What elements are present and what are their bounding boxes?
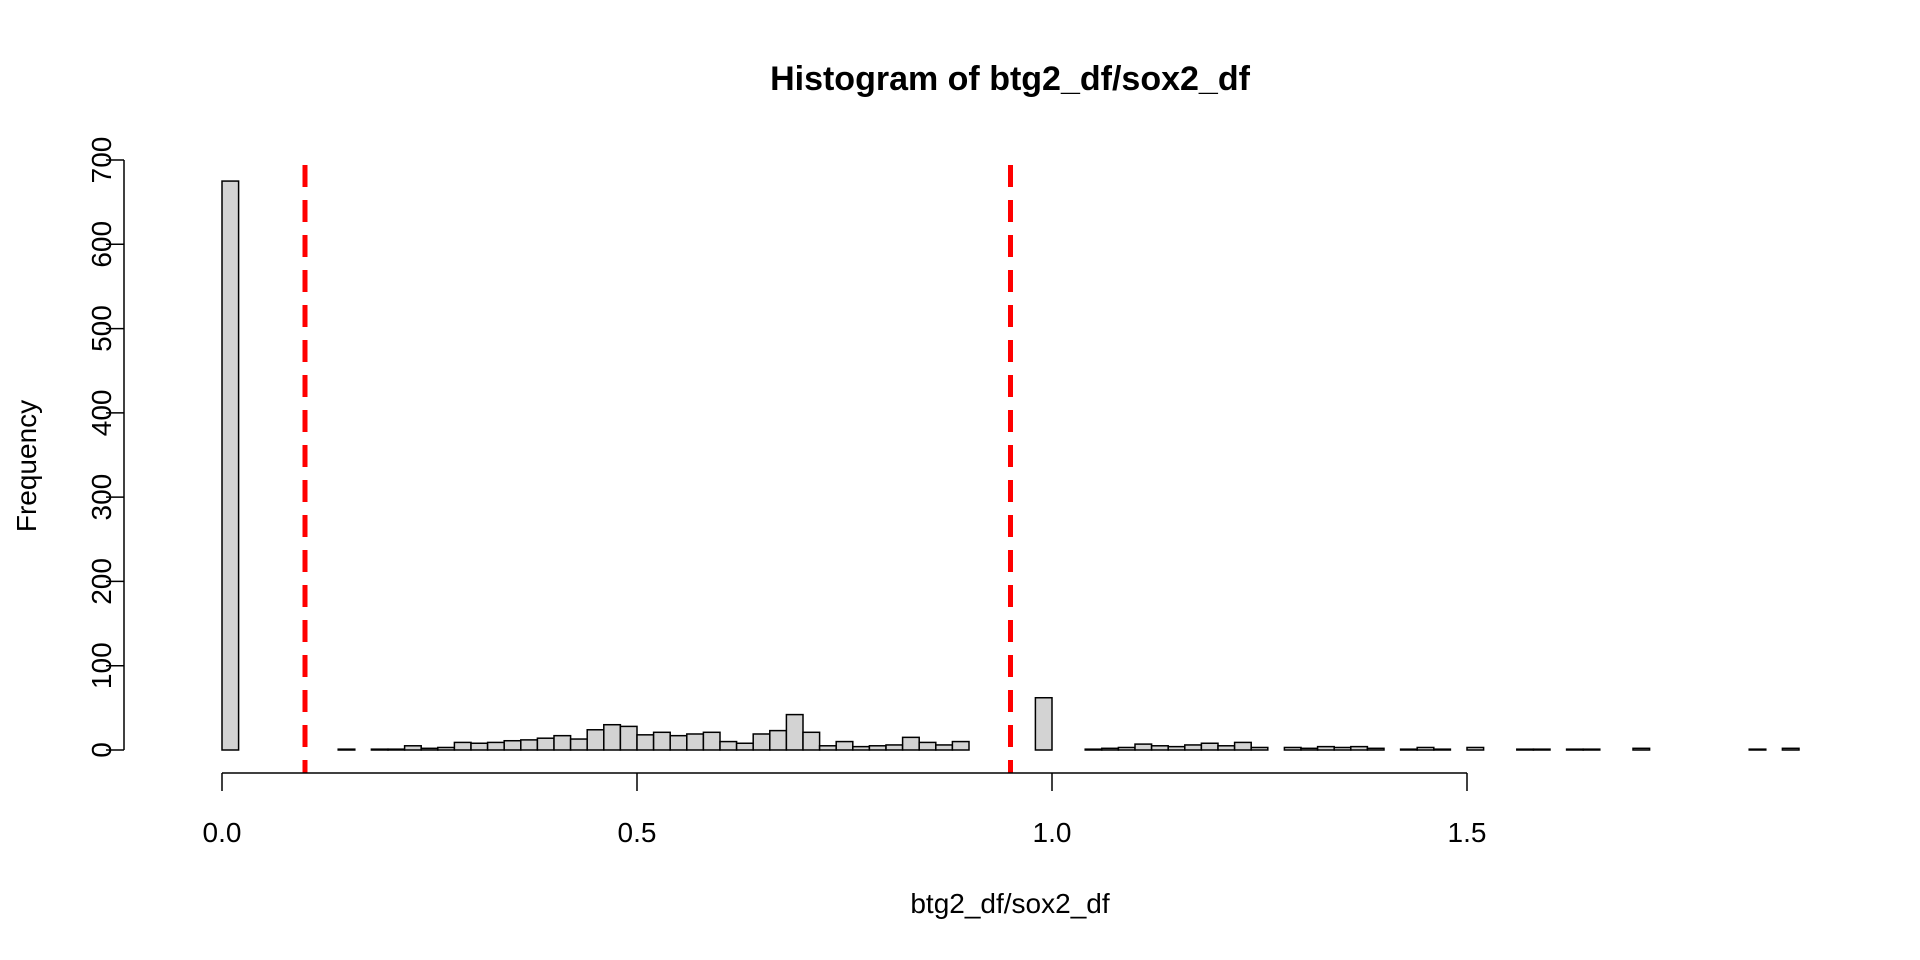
y-tick-label: 400	[86, 389, 117, 436]
histogram-bars	[221, 180, 1800, 751]
histogram-bar	[868, 745, 887, 751]
histogram-bar	[1034, 696, 1053, 751]
histogram-bar	[1366, 747, 1385, 751]
histogram-bar	[918, 741, 937, 751]
histogram-bar	[1250, 746, 1269, 751]
histogram-bar	[1150, 745, 1169, 751]
histogram-bar	[951, 740, 970, 751]
histogram-bar	[536, 737, 555, 751]
histogram-bar	[901, 736, 920, 751]
histogram-bar	[1399, 748, 1418, 751]
histogram-bar	[652, 731, 671, 751]
x-tick-label: 0.0	[203, 817, 242, 848]
histogram-bar	[403, 745, 422, 751]
histogram-bar	[719, 740, 738, 751]
histogram-bar	[1084, 748, 1103, 751]
histogram-bar	[619, 725, 638, 751]
histogram-bar	[702, 731, 721, 751]
y-axis-label: Frequency	[11, 400, 42, 532]
histogram-bar	[1167, 745, 1186, 751]
histogram-bar	[818, 745, 837, 751]
histogram-bar	[1200, 742, 1219, 751]
x-tick-label: 1.0	[1033, 817, 1072, 848]
y-tick-label: 500	[86, 305, 117, 352]
histogram-bar	[1233, 741, 1252, 751]
y-tick-label: 700	[86, 137, 117, 184]
x-tick-label: 1.5	[1448, 817, 1487, 848]
histogram-bar	[1184, 744, 1203, 751]
histogram-bar	[370, 748, 389, 751]
histogram-bar	[735, 742, 754, 751]
x-axis-label: btg2_df/sox2_df	[910, 888, 1109, 919]
histogram-bar	[636, 734, 655, 751]
histogram-bar	[1101, 747, 1120, 751]
histogram-bar	[603, 723, 622, 751]
y-tick-label: 100	[86, 642, 117, 689]
histogram-bar	[752, 733, 771, 751]
histogram-bar	[387, 748, 406, 751]
histogram-bar	[520, 739, 539, 751]
histogram-bar	[453, 741, 472, 751]
histogram-bar	[1333, 746, 1352, 751]
histogram-bar	[437, 746, 456, 751]
histogram-bar	[802, 731, 821, 751]
y-tick-label: 600	[86, 221, 117, 268]
histogram-bar	[1416, 746, 1435, 751]
histogram-bar	[586, 729, 605, 751]
histogram-bar	[486, 741, 505, 751]
histogram-bar	[1632, 747, 1651, 751]
histogram-bar	[1748, 748, 1767, 751]
histogram-bar	[1582, 748, 1601, 751]
chart-title: Histogram of btg2_df/sox2_df	[770, 60, 1251, 98]
x-axis: 0.0 0.5 1.0 1.5	[203, 772, 1487, 848]
histogram-bar	[470, 742, 489, 751]
y-tick-label: 0	[86, 742, 117, 758]
histogram-bar	[935, 744, 954, 751]
histogram-bar	[785, 713, 804, 751]
histogram-bar	[686, 733, 705, 751]
histogram-bar	[885, 744, 904, 751]
histogram-bar	[1532, 748, 1551, 751]
x-tick-label: 0.5	[618, 817, 657, 848]
histogram-bar	[1781, 747, 1800, 751]
histogram-bar	[503, 739, 522, 751]
histogram-bar	[852, 745, 871, 751]
histogram-bar	[1283, 746, 1302, 751]
histogram-bar	[1466, 746, 1485, 751]
histogram-bar	[1134, 743, 1153, 751]
histogram-bar	[1350, 745, 1369, 751]
histogram-bar	[1433, 748, 1452, 751]
histogram-bar	[221, 180, 240, 751]
histogram-bar	[420, 747, 439, 751]
histogram-bar	[769, 729, 788, 751]
histogram-bar	[669, 734, 688, 751]
histogram-bar	[553, 734, 572, 751]
y-axis: 0 100 200 300 400 500 600 700	[86, 137, 125, 758]
histogram-bar	[1565, 748, 1584, 751]
histogram-bar	[1316, 745, 1335, 751]
histogram-bar	[569, 738, 588, 751]
y-tick-label: 300	[86, 474, 117, 521]
y-tick-label: 200	[86, 558, 117, 605]
histogram-bar	[835, 740, 854, 751]
histogram-bar	[1117, 746, 1136, 751]
histogram-bar	[1300, 747, 1319, 751]
threshold-lines	[302, 165, 1013, 773]
histogram-bar	[1217, 745, 1236, 751]
histogram-bar	[337, 748, 356, 751]
histogram-bar	[1516, 748, 1535, 751]
